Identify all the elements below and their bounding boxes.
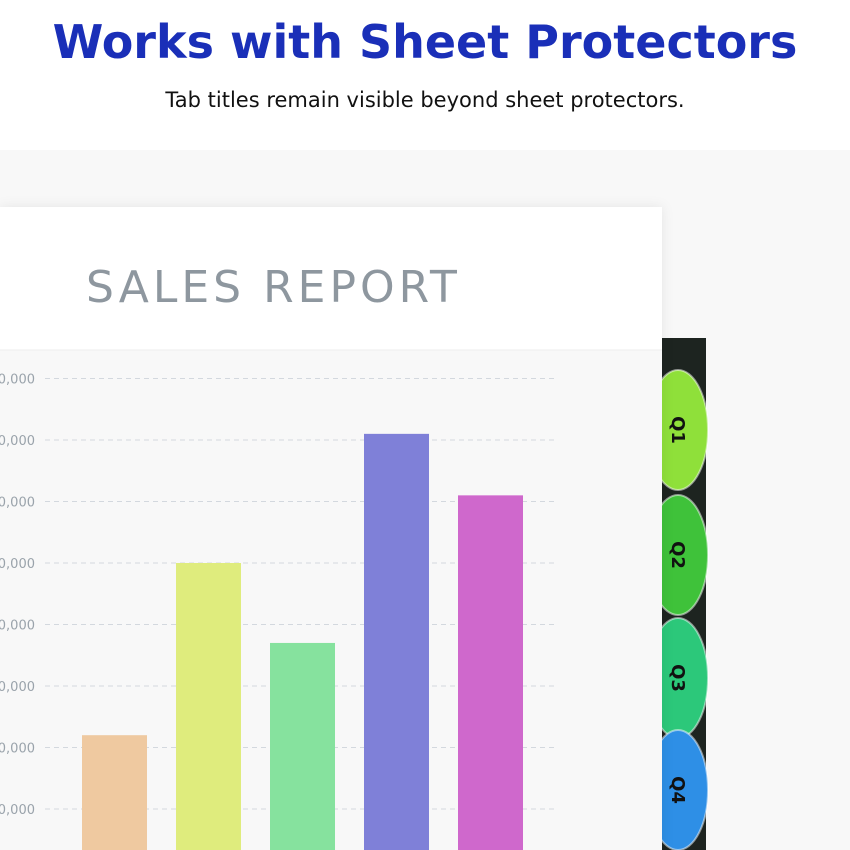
y-tick-label: 0,000	[0, 496, 35, 511]
y-tick-label: 0,000	[0, 557, 35, 572]
tab-label: Q3	[667, 664, 688, 692]
tab-label: Q1	[667, 416, 688, 444]
tabs: Q1 Q2 Q3 Q4	[647, 369, 709, 850]
bar	[270, 642, 335, 850]
chart-title: SALES REPORT	[86, 262, 461, 313]
y-tick-label: 0,000	[0, 373, 35, 388]
y-tick-label: 0,000	[0, 434, 35, 449]
bar	[458, 495, 523, 850]
tab-label: Q2	[667, 541, 688, 569]
y-tick-label: 0,000	[0, 742, 35, 757]
y-tick-label: 0,000	[0, 619, 35, 634]
y-tick-label: 0,000	[0, 680, 35, 695]
header-bg	[0, 0, 850, 150]
bar	[176, 563, 241, 850]
tab-label: Q4	[667, 776, 688, 804]
bar	[82, 735, 147, 850]
title: Works with Sheet Protectors	[53, 15, 798, 69]
chart: 0,000 0,000 0,000 0,000 0,000 0,000 0,000 0,000	[0, 373, 557, 850]
bar	[364, 433, 429, 850]
y-tick-label: 0,000	[0, 803, 35, 818]
subtitle: Tab titles remain visible beyond sheet p…	[164, 88, 684, 112]
